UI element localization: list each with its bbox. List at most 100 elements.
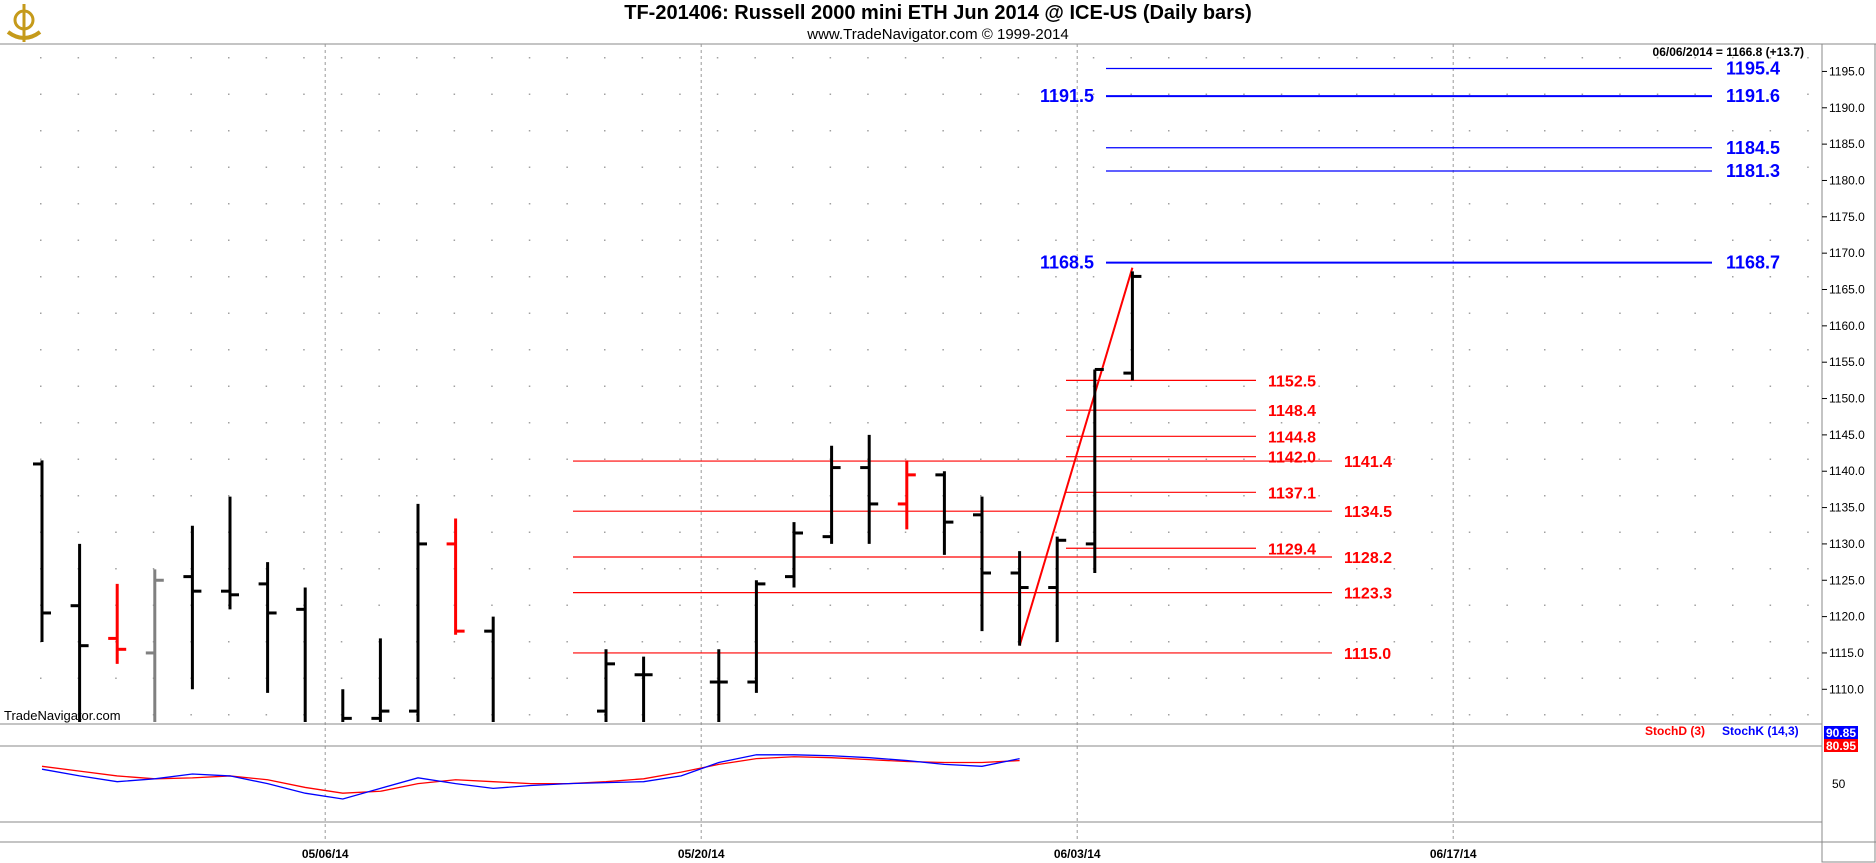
grid-dot bbox=[1431, 604, 1433, 606]
grid-dot bbox=[491, 458, 493, 460]
grid-dot bbox=[1205, 239, 1208, 241]
grid-dot bbox=[1318, 166, 1320, 168]
grid-dot bbox=[604, 130, 606, 132]
ohlc-bar bbox=[1010, 551, 1029, 646]
grid-dot bbox=[228, 130, 230, 132]
grid-dot bbox=[152, 312, 155, 314]
grid-dot bbox=[1318, 422, 1320, 424]
grid-dot bbox=[528, 714, 531, 716]
grid-dot bbox=[754, 57, 756, 59]
grid-dot bbox=[1356, 568, 1358, 570]
y-tick-label: 1180.0 bbox=[1829, 173, 1865, 187]
grid-dot bbox=[1356, 422, 1358, 424]
grid-dot bbox=[1092, 93, 1095, 95]
grid-dot bbox=[340, 93, 343, 95]
grid-dot bbox=[1769, 239, 1772, 241]
grid-dot bbox=[566, 422, 568, 424]
grid-dot bbox=[1656, 422, 1659, 424]
grid-dot bbox=[792, 349, 794, 351]
grid-dot bbox=[1393, 641, 1396, 643]
grid-dot bbox=[829, 130, 832, 132]
grid-dot bbox=[528, 57, 531, 59]
grid-dot bbox=[1280, 166, 1283, 168]
grid-dot bbox=[340, 604, 343, 606]
grid-dot bbox=[1619, 422, 1621, 424]
grid-dot bbox=[1168, 166, 1170, 168]
grid-dot bbox=[1769, 422, 1772, 424]
grid-dot bbox=[1055, 385, 1057, 387]
grid-dot bbox=[792, 239, 794, 241]
grid-dot bbox=[716, 239, 719, 241]
grid-dot bbox=[190, 495, 192, 497]
ohlc-bar bbox=[108, 583, 127, 664]
grid-dot bbox=[1581, 604, 1584, 606]
grid-dot bbox=[566, 276, 568, 278]
grid-dot bbox=[303, 349, 305, 351]
grid-dot bbox=[340, 57, 343, 59]
grid-dot bbox=[1656, 203, 1659, 205]
grid-dot bbox=[491, 568, 493, 570]
grid-dot bbox=[1431, 166, 1433, 168]
grid-dot bbox=[792, 385, 794, 387]
grid-dot bbox=[40, 239, 42, 241]
grid-dot bbox=[566, 531, 568, 533]
grid-dot bbox=[115, 568, 117, 570]
grid-dot bbox=[1468, 203, 1471, 205]
grid-dot bbox=[754, 203, 756, 205]
stochd-value: 80.95 bbox=[1826, 739, 1856, 753]
grid-dot bbox=[904, 641, 907, 643]
grid-dot bbox=[1356, 495, 1358, 497]
ohlc-bar bbox=[1048, 536, 1067, 643]
ohlc-bar bbox=[860, 434, 879, 544]
grid-dot bbox=[1092, 57, 1095, 59]
grid-dot bbox=[679, 677, 681, 679]
grid-dot bbox=[1732, 349, 1734, 351]
grid-dot bbox=[1280, 458, 1283, 460]
grid-dot bbox=[1807, 677, 1809, 679]
ohlc-bar bbox=[70, 543, 89, 722]
grid-dot bbox=[416, 458, 418, 460]
grid-dot bbox=[1807, 714, 1809, 716]
grid-dot bbox=[1468, 349, 1471, 351]
grid-dot bbox=[1656, 458, 1659, 460]
grid-dot bbox=[867, 312, 869, 314]
grid-dot bbox=[1092, 166, 1095, 168]
grid-dot bbox=[528, 677, 531, 679]
grid-dot bbox=[1581, 239, 1584, 241]
grid-dot bbox=[679, 203, 681, 205]
grid-dot bbox=[1694, 568, 1696, 570]
grid-dot bbox=[265, 385, 268, 387]
grid-dot bbox=[754, 239, 756, 241]
grid-dot bbox=[641, 166, 644, 168]
grid-dot bbox=[190, 312, 192, 314]
grid-dot bbox=[1243, 604, 1245, 606]
grid-dot bbox=[528, 130, 531, 132]
grid-dot bbox=[1807, 349, 1809, 351]
grid-dot bbox=[40, 57, 42, 59]
grid-dot bbox=[1506, 130, 1508, 132]
grid-dot bbox=[491, 495, 493, 497]
grid-dot bbox=[1092, 677, 1095, 679]
grid-dot bbox=[340, 312, 343, 314]
grid-dot bbox=[679, 166, 681, 168]
grid-dot bbox=[1205, 385, 1208, 387]
grid-dot bbox=[754, 531, 756, 533]
grid-dot bbox=[980, 677, 982, 679]
y-tick-label: 1145.0 bbox=[1829, 428, 1865, 442]
grid-dot bbox=[1581, 349, 1584, 351]
grid-dot bbox=[228, 57, 230, 59]
grid-dot bbox=[1468, 57, 1471, 59]
grid-dot bbox=[867, 93, 869, 95]
grid-dot bbox=[716, 276, 719, 278]
grid-dot bbox=[1205, 677, 1208, 679]
grid-dot bbox=[303, 422, 305, 424]
grid-dot bbox=[1356, 312, 1358, 314]
grid-dot bbox=[340, 677, 343, 679]
grid-dot bbox=[716, 93, 719, 95]
y-tick-label: 1165.0 bbox=[1829, 283, 1865, 297]
grid-dot bbox=[1393, 495, 1396, 497]
grid-dot bbox=[980, 458, 982, 460]
grid-dot bbox=[1807, 495, 1809, 497]
grid-dot bbox=[1318, 677, 1320, 679]
